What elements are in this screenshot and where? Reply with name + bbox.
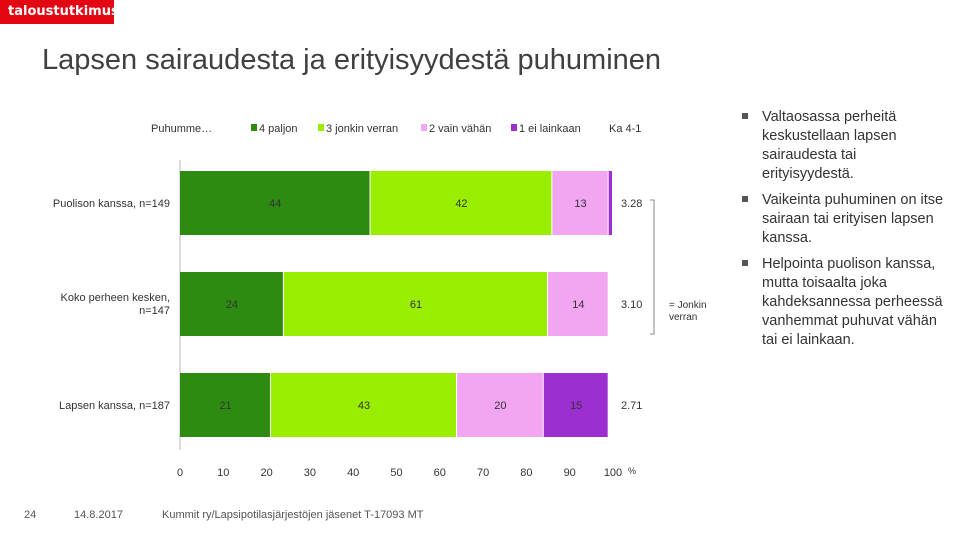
data-label: 61 [410, 299, 422, 311]
bracket-note: = Jonkin verran [669, 300, 707, 323]
brand-logo: taloustutkimus [0, 0, 119, 24]
x-tick-label: 70 [477, 467, 489, 479]
bar-segment [548, 272, 608, 336]
data-label: 15 [570, 400, 582, 412]
x-tick-label: 80 [520, 467, 532, 479]
finding-item: Helpointa puolison kanssa, mutta toisaal… [740, 255, 952, 350]
legend-title: Puhumme… [151, 123, 212, 135]
data-label: 24 [226, 299, 238, 311]
x-tick-label: 100 [604, 467, 622, 479]
x-tick-label: 20 [260, 467, 272, 479]
x-tick-label: 60 [434, 467, 446, 479]
bar-segment [608, 171, 612, 235]
bracket [650, 199, 655, 335]
data-label: 13 [574, 198, 586, 210]
data-label: 21 [219, 400, 231, 412]
legend-label: 3 jonkin verran [326, 123, 398, 135]
data-label: 20 [494, 400, 506, 412]
footer-date: 14.8.2017 [74, 509, 123, 521]
legend-label: 1 ei lainkaan [519, 123, 581, 135]
bullet-square-icon [742, 260, 748, 266]
bullet-square-icon [742, 196, 748, 202]
category-label: Lapsen kanssa, n=187 [59, 400, 170, 412]
average-value: 3.10 [621, 299, 642, 311]
x-tick-label: 0 [177, 467, 183, 479]
legend-label: 4 paljon [259, 123, 298, 135]
legend-swatch [251, 124, 257, 131]
bar-segment [270, 373, 457, 437]
x-tick-label: 10 [217, 467, 229, 479]
finding-item: Vaikeinta puhuminen on itse sairaan tai … [740, 191, 952, 248]
category-label: Koko perheen kesken, n=147 [61, 292, 170, 317]
legend-swatch [421, 124, 427, 131]
x-tick-label: 30 [304, 467, 316, 479]
bar-segment [370, 171, 552, 235]
finding-text: Vaikeinta puhuminen on itse sairaan tai … [762, 192, 944, 246]
data-label: 42 [455, 198, 467, 210]
averages-header: Ka 4-1 [609, 123, 641, 135]
footer-source: Kummit ry/Lapsipotilasjärjestöjen jäsene… [162, 509, 424, 521]
average-value: 2.71 [621, 400, 642, 412]
legend-swatch [318, 124, 324, 131]
x-tick-label: 40 [347, 467, 359, 479]
data-label: 14 [572, 299, 584, 311]
bar-segment [283, 272, 548, 336]
x-tick-label: 90 [564, 467, 576, 479]
category-label: Puolison kanssa, n=149 [53, 198, 170, 210]
data-label: 44 [269, 198, 281, 210]
bar-segment [180, 272, 283, 336]
legend-swatch [511, 124, 517, 131]
data-label: 43 [358, 400, 370, 412]
finding-item: Valtaosassa perheitä keskustellaan lapse… [740, 108, 952, 184]
finding-text: Helpointa puolison kanssa, mutta toisaal… [762, 256, 943, 348]
x-unit-label: % [628, 466, 636, 476]
bar-segment [180, 171, 370, 235]
bar-segment [457, 373, 543, 437]
bullet-square-icon [742, 113, 748, 119]
key-findings: Valtaosassa perheitä keskustellaan lapse… [740, 108, 952, 357]
legend-label: 2 vain vähän [429, 123, 491, 135]
bar-segment [543, 373, 608, 437]
bar-segment [552, 171, 608, 235]
x-tick-label: 50 [390, 467, 402, 479]
page-number: 24 [24, 509, 37, 521]
average-value: 3.28 [621, 198, 642, 210]
bar-segment [180, 373, 270, 437]
page-title: Lapsen sairaudesta ja erityisyydestä puh… [42, 44, 662, 76]
finding-text: Valtaosassa perheitä keskustellaan lapse… [762, 109, 897, 182]
